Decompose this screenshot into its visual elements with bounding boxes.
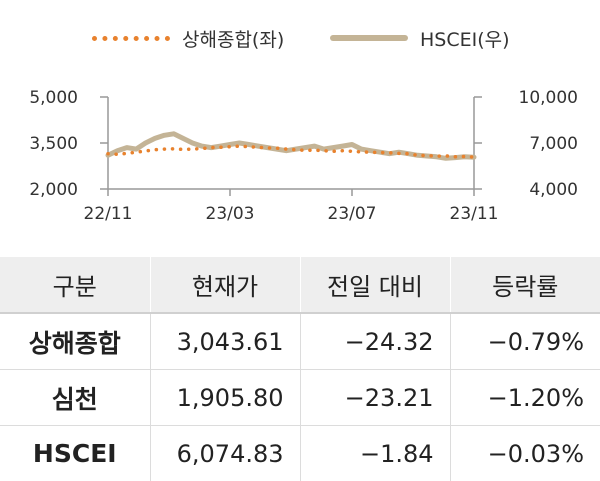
- row-change: −1.84: [300, 426, 450, 481]
- row-name: 상해종합: [0, 313, 150, 370]
- row-change: −24.32: [300, 313, 450, 370]
- row-price: 3,043.61: [150, 313, 300, 370]
- table-header-row: 구분 현재가 전일 대비 등락률: [0, 257, 600, 313]
- table-row: 심천 1,905.80 −23.21 −1.20%: [0, 370, 600, 426]
- left-axis-tick-label: 3,500: [29, 134, 78, 154]
- row-change: −23.21: [300, 370, 450, 426]
- row-rate: −1.20%: [450, 370, 600, 426]
- header-category: 구분: [0, 257, 150, 313]
- table-row: HSCEI 6,074.83 −1.84 −0.03%: [0, 426, 600, 481]
- left-axis-tick-label: 2,000: [29, 180, 78, 200]
- x-axis-tick-label: 22/11: [84, 204, 133, 224]
- x-axis-tick-label: 23/07: [328, 204, 377, 224]
- line-chart: 5,000 3,500 2,000 10,000 7,000 4,000 22/11 23/0…: [0, 0, 600, 250]
- x-axis-tick-label: 23/03: [206, 204, 255, 224]
- row-name: HSCEI: [0, 426, 150, 481]
- left-axis-tick-label: 5,000: [29, 88, 78, 108]
- x-axis-tick-label: 23/11: [450, 204, 499, 224]
- right-axis-tick-label: 7,000: [529, 134, 578, 154]
- row-rate: −0.03%: [450, 426, 600, 481]
- right-axis-tick-label: 4,000: [529, 180, 578, 200]
- index-table: 구분 현재가 전일 대비 등락률 상해종합 3,043.61 −24.32 −0…: [0, 257, 600, 481]
- row-price: 6,074.83: [150, 426, 300, 481]
- header-rate: 등락률: [450, 257, 600, 313]
- header-price: 현재가: [150, 257, 300, 313]
- header-change: 전일 대비: [300, 257, 450, 313]
- row-name: 심천: [0, 370, 150, 426]
- right-axis-tick-label: 10,000: [519, 88, 578, 108]
- row-price: 1,905.80: [150, 370, 300, 426]
- table-row: 상해종합 3,043.61 −24.32 −0.79%: [0, 313, 600, 370]
- row-rate: −0.79%: [450, 313, 600, 370]
- series-line-hscei: [108, 134, 474, 159]
